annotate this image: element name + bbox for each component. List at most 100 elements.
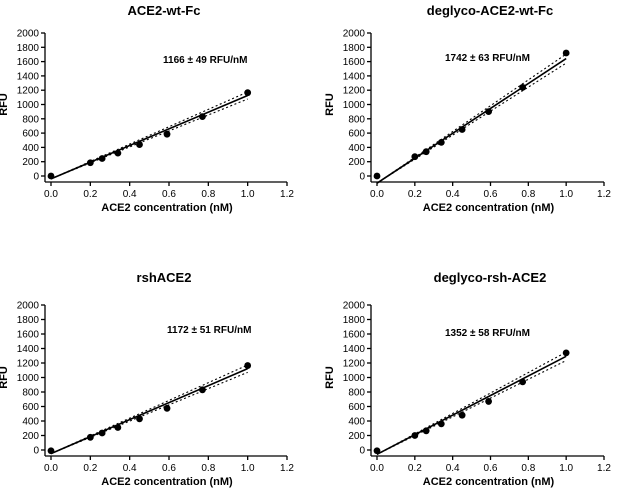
y-tick-label: 1200 [343,86,366,97]
y-tick-label: 1200 [343,359,366,370]
data-point [163,130,171,138]
data-point [163,404,171,412]
y-tick-label: 1800 [343,43,366,54]
y-tick-label: 0 [359,446,365,457]
y-tick-label: 800 [348,114,365,125]
y-tick-label: 400 [348,143,365,154]
data-point [98,429,106,437]
y-tick-label: 200 [348,431,365,442]
x-tick-label: 0.4 [123,189,137,200]
data-point [114,149,122,157]
chart-panel-2: deglyco-ACE2-wt-Fc 0 200 400 600 800 1000 1200 1… [324,3,611,214]
x-tick-label: 1.2 [280,189,294,200]
x-tick-label: 0.2 [408,463,422,474]
y-tick-label: 800 [348,388,365,399]
data-point [422,148,430,156]
x-tick-label: 0.6 [484,189,498,200]
y-axis-label: RFU [324,366,336,389]
data-point [485,398,493,405]
x-tick-label: 1.2 [280,463,294,474]
chart-title: ACE2-wt-Fc [128,3,201,18]
y-tick-label: 1000 [17,373,40,384]
x-tick-label: 0.2 [408,189,422,200]
chart-title: rshACE2 [137,270,192,285]
x-axis-label: ACE2 concentration (nM) [101,202,233,214]
data-point [244,362,252,369]
confidence-band-lower [50,371,248,455]
data-point [519,83,527,91]
y-tick-label: 1800 [17,43,40,54]
data-point [47,447,55,455]
data-point [485,108,493,116]
y-tick-label: 800 [22,388,39,399]
y-tick-label: 200 [22,157,39,168]
y-tick-label: 400 [348,417,365,428]
data-point [562,49,570,57]
y-tick-label: 0 [359,172,365,183]
y-tick-label: 2000 [343,29,366,40]
x-axis-label: ACE2 concentration (nM) [101,476,233,488]
y-tick-label: 1400 [343,71,366,82]
fit-line [376,355,567,456]
y-tick-label: 2000 [17,301,40,312]
data-point [519,378,527,386]
y-tick-label: 2000 [343,301,366,312]
data-point [411,153,419,161]
y-tick-label: 1600 [17,57,40,68]
y-tick-label: 1000 [343,373,366,384]
chart-title: deglyco-rsh-ACE2 [434,270,547,285]
fit-line [376,57,567,184]
y-tick-label: 1200 [17,359,40,370]
data-point [199,113,206,121]
x-tick-label: 0.6 [162,189,176,200]
data-point [562,349,570,357]
x-tick-label: 0.6 [484,463,498,474]
x-tick-label: 0.8 [201,463,215,474]
x-tick-label: 0.6 [162,463,176,474]
y-tick-label: 1000 [17,100,40,111]
data-point [199,386,206,394]
y-axis-label: RFU [324,93,336,116]
data-point [244,89,252,97]
y-tick-label: 600 [348,402,365,413]
x-tick-label: 0.0 [44,463,58,474]
x-tick-label: 1.0 [559,189,573,200]
x-tick-label: 0.0 [370,463,384,474]
slope-annotation: 1352 ± 58 RFU/nM [445,328,530,339]
x-tick-label: 0.0 [44,189,58,200]
slope-annotation: 1742 ± 63 RFU/nM [445,53,530,64]
fit-line [50,367,248,455]
data-point [114,424,122,431]
x-tick-label: 0.4 [123,463,137,474]
slope-annotation: 1172 ± 51 RFU/nM [167,325,251,336]
data-point [458,411,466,419]
data-point [437,138,445,146]
chart-panel-4: deglyco-rsh-ACE2 0 200 400 600 800 1000 1200 140… [324,270,611,488]
chart-panel-3: rshACE2 0 200 400 600 800 1000 1200 1400 1600 1800… [0,270,294,488]
x-axis-label: ACE2 concentration (nM) [423,476,555,488]
x-tick-label: 0.8 [201,189,215,200]
data-point [373,447,381,455]
y-tick-label: 600 [348,129,365,140]
y-tick-label: 1400 [343,344,366,355]
data-point [458,126,466,133]
x-tick-label: 1.0 [241,189,255,200]
y-tick-label: 1600 [343,57,366,68]
data-point [136,141,143,148]
y-axis-label: RFU [0,366,10,389]
x-tick-label: 1.0 [559,463,573,474]
y-tick-label: 0 [33,446,39,457]
y-tick-label: 400 [22,417,39,428]
data-point [411,432,419,439]
y-tick-label: 200 [348,157,365,168]
y-tick-label: 1600 [17,330,40,341]
x-tick-label: 0.0 [370,189,384,200]
data-point [86,433,94,441]
x-tick-label: 0.8 [521,189,535,200]
y-tick-label: 0 [33,172,39,183]
confidence-band-lower [376,360,567,455]
data-point [86,159,94,167]
y-tick-label: 600 [22,402,39,413]
y-axis-label: RFU [0,93,10,116]
